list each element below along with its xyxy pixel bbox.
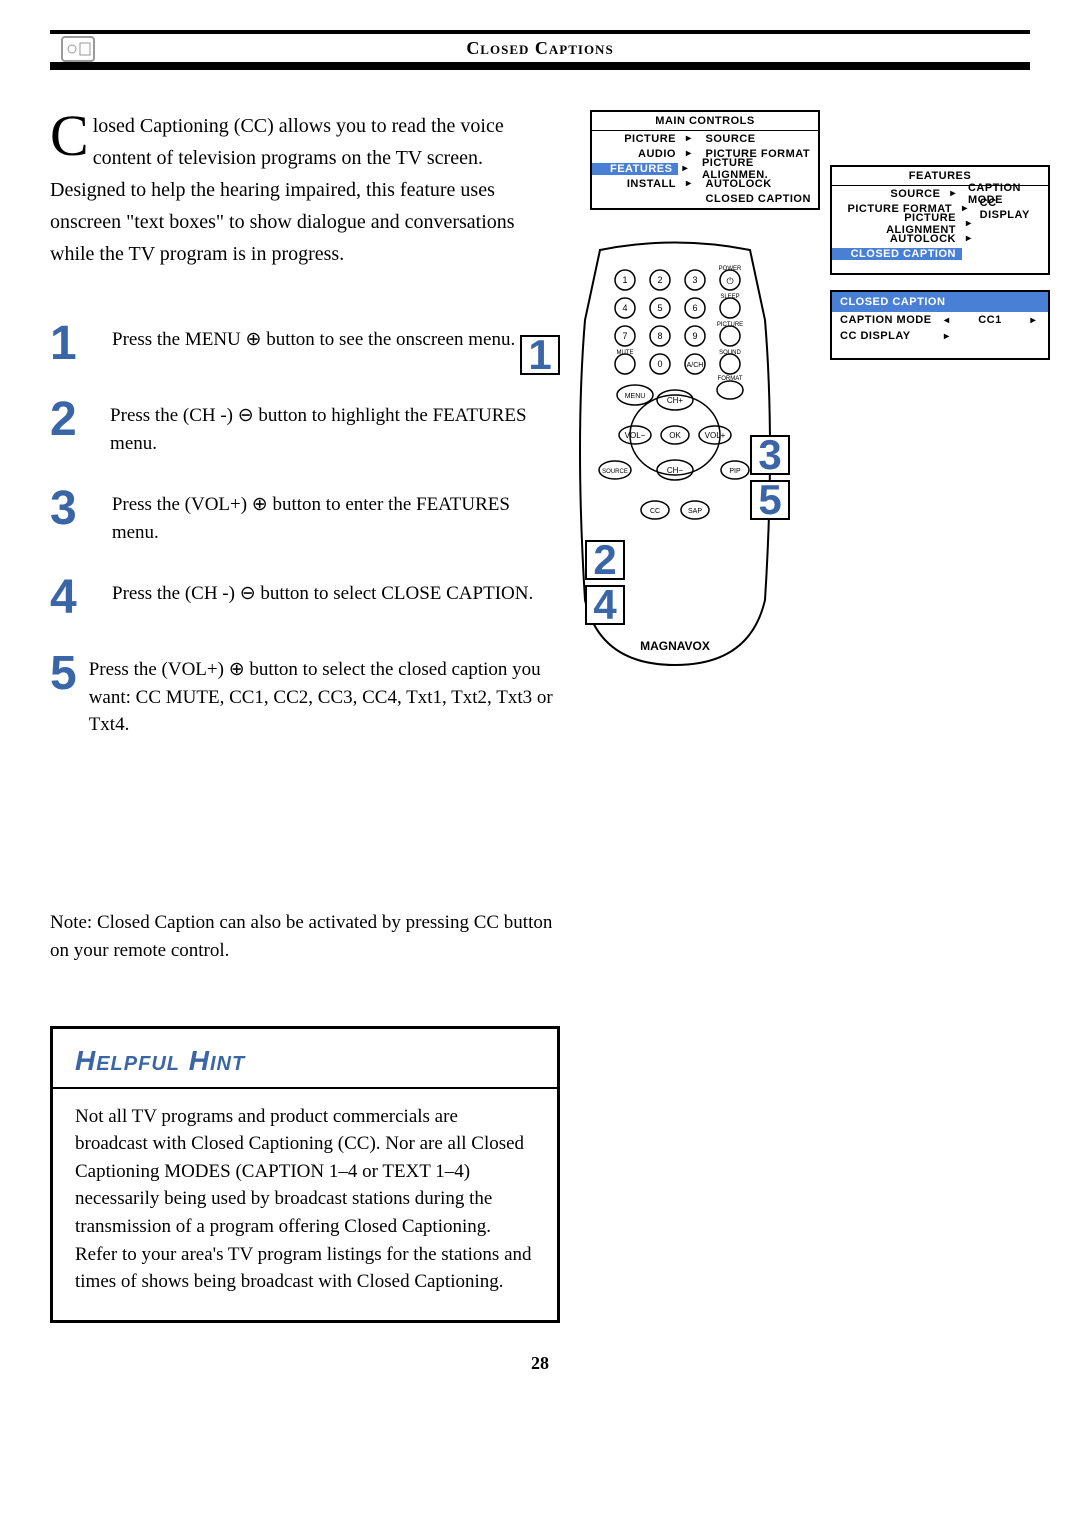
svg-text:VOL−: VOL− [625,431,646,440]
step-item: 3Press the (VOL+) ⊕ button to enter the … [50,485,560,546]
remote-diagram: 1 2 3 POWER ⏻ 4 5 6 SLEEP 7 8 9 PICTURE M… [570,240,780,675]
svg-text:POWER: POWER [719,266,742,272]
svg-text:4: 4 [622,303,627,313]
step-number: 2 [50,396,98,444]
callout-2: 2 [585,540,625,580]
svg-text:CH−: CH− [667,466,684,475]
step-number: 3 [50,485,100,533]
svg-text:6: 6 [692,303,697,313]
osd-title: CLOSED CAPTION [832,292,1048,312]
step-text: Press the (VOL+) ⊕ button to select the … [89,650,560,739]
osd-title: MAIN CONTROLS [592,112,818,131]
header-bar: Closed Captions [50,30,1030,70]
step-number: 1 [50,320,100,368]
step-text: Press the MENU ⊕ button to see the onscr… [112,320,515,354]
step-text: Press the (CH -) ⊖ button to highlight t… [110,396,560,457]
page-number: 28 [50,1353,1030,1374]
header-title: Closed Captions [466,38,613,59]
svg-text:MUTE: MUTE [617,350,634,356]
step-text: Press the (CH -) ⊖ button to select CLOS… [112,574,533,608]
svg-text:SOUND: SOUND [719,350,741,356]
step-item: 5Press the (VOL+) ⊕ button to select the… [50,650,560,739]
svg-text:5: 5 [657,303,662,313]
svg-text:PIP: PIP [729,468,741,475]
callout-3: 3 [750,435,790,475]
step-item: 4 Press the (CH -) ⊖ button to select CLO… [50,574,560,622]
svg-text:SAP: SAP [688,508,702,515]
logo-icon [58,29,98,69]
brand-label: MAGNAVOX [640,639,710,653]
svg-text:MENU: MENU [625,393,646,400]
svg-text:2: 2 [657,275,662,285]
svg-text:OK: OK [669,431,681,440]
svg-text:9: 9 [692,331,697,341]
step-text: Press the (VOL+) ⊕ button to enter the F… [112,485,560,546]
step-item: 2Press the (CH -) ⊖ button to highlight … [50,396,560,457]
svg-text:3: 3 [692,275,697,285]
svg-text:A/CH: A/CH [687,362,704,369]
svg-text:SLEEP: SLEEP [720,294,739,300]
svg-text:8: 8 [657,331,662,341]
svg-text:CC: CC [650,508,660,515]
steps-list: 1Press the MENU ⊕ button to see the onsc… [50,320,560,739]
step-item: 1 Press the MENU ⊕ button to see the onsc… [50,320,560,368]
intro-paragraph: Closed Captioning (CC) allows you to rea… [50,110,560,270]
callout-1: 1 [520,335,560,375]
osd-features: FEATURES SOURCE▸CAPTION MODE PICTURE FOR… [830,165,1050,275]
svg-text:CH+: CH+ [667,396,684,405]
svg-text:VOL+: VOL+ [705,431,726,440]
step-number: 4 [50,574,100,622]
svg-text:⏻: ⏻ [726,276,733,286]
right-column: MAIN CONTROLS PICTURE▸SOURCE AUDIO▸PICTU… [590,110,1030,1323]
hint-title: Helpful Hint [53,1029,557,1089]
callout-5: 5 [750,480,790,520]
svg-text:SOURCE: SOURCE [602,469,628,475]
svg-text:0: 0 [657,359,662,369]
hint-box: Helpful Hint Not all TV programs and pro… [50,1026,560,1323]
step-number: 5 [50,650,77,698]
osd-main-controls: MAIN CONTROLS PICTURE▸SOURCE AUDIO▸PICTU… [590,110,820,210]
left-column: Closed Captioning (CC) allows you to rea… [50,110,560,1323]
callout-4: 4 [585,585,625,625]
svg-text:7: 7 [622,331,627,341]
dropcap: C [50,110,93,158]
hint-body: Not all TV programs and product commerci… [53,1089,557,1296]
intro-text: losed Captioning (CC) allows you to read… [50,115,515,265]
note-text: Note: Closed Caption can also be activat… [50,909,560,966]
svg-text:FORMAT: FORMAT [718,376,743,382]
svg-text:PICTURE: PICTURE [717,322,743,328]
svg-text:1: 1 [622,275,627,285]
osd-closed-caption: CLOSED CAPTION CAPTION MODE◂CC1▸ CC DISP… [830,290,1050,360]
